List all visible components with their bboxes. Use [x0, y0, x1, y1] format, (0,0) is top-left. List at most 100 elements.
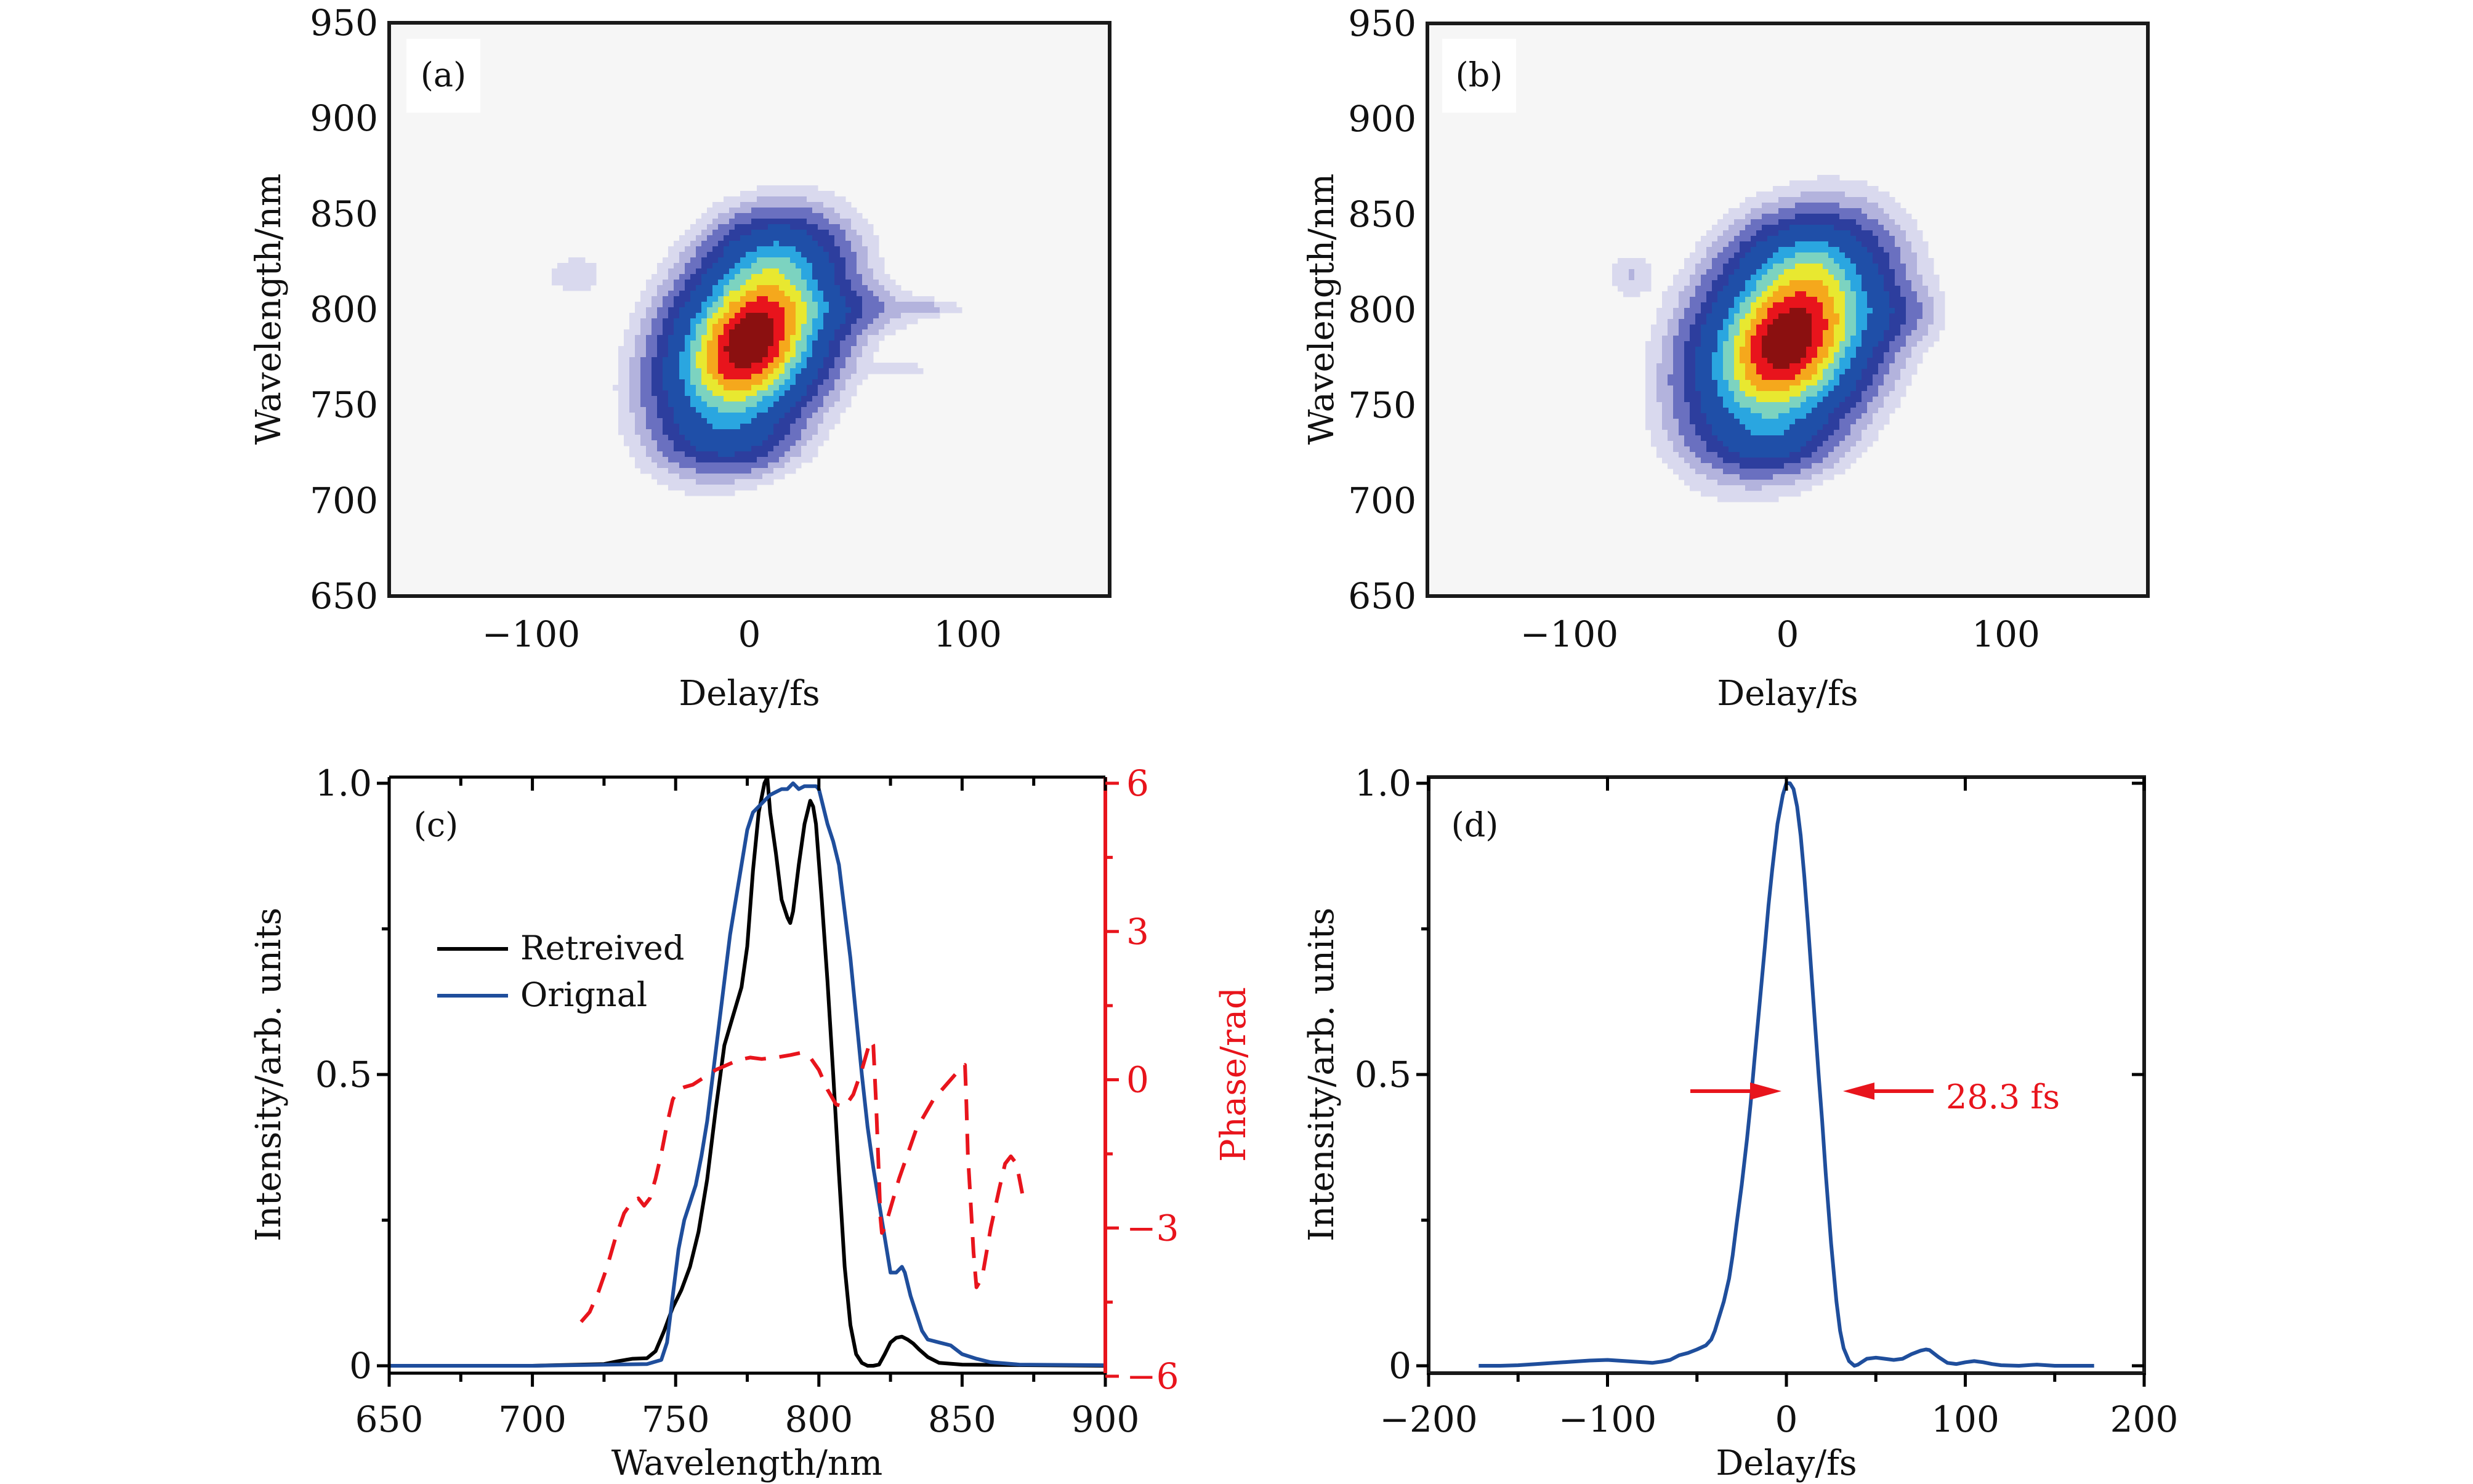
- heatmap-cell: [1695, 391, 1701, 397]
- heatmap-cell: [646, 368, 652, 374]
- heatmap-cell: [868, 268, 874, 275]
- heatmap-cell: [1778, 225, 1785, 231]
- heatmap-cell: [1850, 275, 1857, 281]
- heatmap-cell: [1712, 252, 1718, 259]
- heatmap-cell: [840, 385, 846, 391]
- heatmap-cell: [1917, 297, 1923, 303]
- heatmap-cell: [890, 368, 896, 374]
- heatmap-cell: [801, 296, 807, 302]
- heatmap-cell: [1845, 336, 1851, 342]
- heatmap-cell: [729, 413, 735, 419]
- heatmap-cell: [1823, 458, 1829, 464]
- heatmap-cell: [1873, 269, 1879, 275]
- heatmap-cell: [735, 401, 741, 408]
- heatmap-cell: [729, 390, 735, 397]
- heatmap-cell: [652, 368, 658, 374]
- heatmap-cell: [735, 246, 741, 252]
- heatmap-cell: [862, 280, 868, 286]
- heatmap-cell: [862, 357, 868, 363]
- heatmap-cell: [640, 324, 647, 330]
- heatmap-cell: [773, 208, 780, 214]
- heatmap-cell: [785, 357, 791, 363]
- heatmap-cell: [1706, 485, 1713, 491]
- heatmap-cell: [740, 462, 746, 469]
- heatmap-cell: [618, 413, 624, 419]
- heatmap-cell: [796, 462, 802, 469]
- heatmap-cell: [729, 291, 735, 297]
- heatmap-cell: [1729, 485, 1735, 491]
- heatmap-cell: [1717, 280, 1724, 286]
- heatmap-cell: [690, 368, 696, 374]
- heatmap-cell: [1734, 441, 1740, 447]
- heatmap-cell: [1756, 413, 1762, 419]
- heatmap-cell: [679, 291, 685, 297]
- heatmap-cell: [1906, 302, 1912, 308]
- heatmap-cell: [746, 468, 752, 474]
- heatmap-cell: [768, 451, 774, 458]
- heatmap-cell: [1662, 291, 1668, 297]
- heatmap-cell: [945, 307, 951, 313]
- series-orignal: [389, 781, 1106, 1368]
- heatmap-cell: [1817, 225, 1823, 231]
- heatmap-cell: [1740, 496, 1746, 502]
- heatmap-cell: [1917, 341, 1923, 347]
- heatmap-cell: [1867, 308, 1873, 314]
- heatmap-cell: [1878, 413, 1884, 419]
- heatmap-cell: [1773, 280, 1779, 286]
- heatmap-cell: [1695, 408, 1701, 414]
- heatmap-cell: [1729, 435, 1735, 442]
- heatmap-cell: [668, 357, 674, 363]
- heatmap-cell: [840, 291, 846, 297]
- heatmap-cell: [1690, 347, 1696, 353]
- heatmap-cell: [862, 274, 868, 280]
- heatmap-cell: [1834, 363, 1840, 369]
- heatmap-cell: [829, 335, 835, 341]
- heatmap-cell: [1723, 341, 1729, 347]
- heatmap-cell: [1690, 325, 1696, 331]
- y-tick-label: 650: [1348, 575, 1416, 617]
- heatmap-cell: [1795, 358, 1801, 364]
- heatmap-cell: [823, 280, 829, 286]
- heatmap-cell: [1717, 496, 1724, 502]
- heatmap-cell: [707, 318, 713, 325]
- heatmap-cell: [679, 346, 685, 352]
- heatmap-cell: [740, 263, 746, 269]
- heatmap-cell: [1795, 469, 1801, 475]
- heatmap-cell: [663, 424, 669, 430]
- heatmap-cell: [862, 252, 868, 258]
- heatmap-cell: [1878, 302, 1884, 308]
- heatmap-cell: [618, 396, 624, 402]
- heatmap-cell: [1784, 297, 1790, 303]
- heatmap-cell: [1695, 363, 1701, 369]
- heatmap-cell: [1801, 363, 1807, 369]
- heatmap-cell: [829, 208, 835, 214]
- heatmap-cell: [1745, 258, 1751, 264]
- heatmap-cell: [1900, 275, 1906, 281]
- heatmap-cell: [1806, 308, 1812, 314]
- heatmap-cell: [1789, 258, 1796, 264]
- heatmap-cell: [762, 418, 769, 424]
- heatmap-cell: [1751, 408, 1757, 414]
- heatmap-cell: [729, 307, 735, 313]
- heatmap-cell: [779, 374, 785, 380]
- heatmap-cell: [785, 440, 791, 446]
- heatmap-cell: [1900, 302, 1906, 308]
- heatmap-cell: [868, 235, 874, 241]
- heatmap-cell: [1612, 269, 1618, 275]
- heatmap-cell: [768, 329, 774, 336]
- heatmap-cell: [1784, 402, 1790, 408]
- heatmap-cell: [807, 263, 813, 269]
- heatmap-cell: [1900, 363, 1906, 369]
- heatmap-cell: [751, 202, 757, 208]
- heatmap-cell: [1712, 419, 1718, 425]
- heatmap-cell: [1668, 430, 1674, 436]
- heatmap-cell: [757, 224, 763, 230]
- heatmap-cell: [1789, 347, 1796, 353]
- heatmap-cell: [1895, 325, 1901, 331]
- heatmap-cell: [1845, 435, 1851, 442]
- heatmap-cell: [801, 318, 807, 325]
- heatmap-cell: [1706, 446, 1713, 453]
- heatmap-cell: [1867, 363, 1873, 369]
- x-tick-label: 750: [642, 1398, 710, 1440]
- heatmap-cell: [873, 363, 879, 369]
